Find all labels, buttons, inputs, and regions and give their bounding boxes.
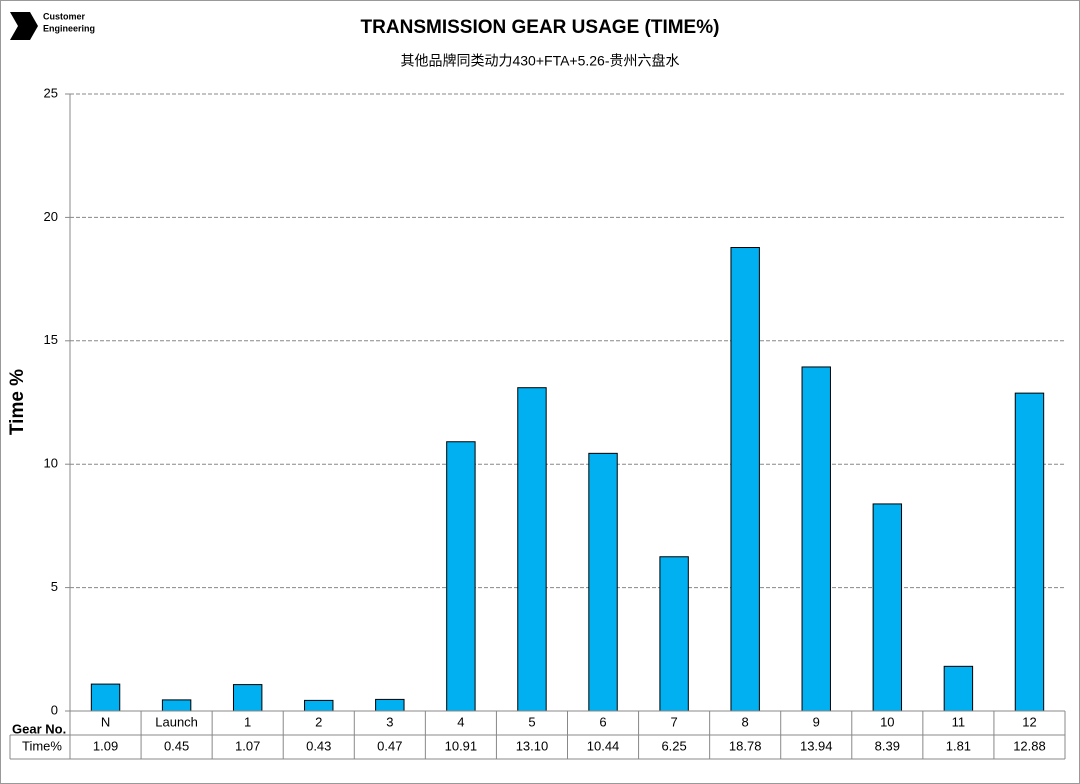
x-tick-label: 12 xyxy=(1022,714,1036,729)
bar xyxy=(446,441,476,712)
value-label: 18.78 xyxy=(729,738,762,753)
bar xyxy=(517,387,547,712)
value-label: 1.09 xyxy=(93,738,118,753)
bar xyxy=(161,699,192,712)
value-label: 6.25 xyxy=(661,738,686,753)
value-label: 13.94 xyxy=(800,738,833,753)
chart-title: TRANSMISSION GEAR USAGE (TIME%) xyxy=(361,17,720,38)
x-tick-label: N xyxy=(101,714,110,729)
x-tick-label: Launch xyxy=(155,714,198,729)
y-axis-label: Time % xyxy=(7,369,28,435)
logo: Customer Engineering xyxy=(10,11,95,40)
bar xyxy=(872,503,903,712)
x-tick-label: 2 xyxy=(315,714,322,729)
bar xyxy=(90,683,121,712)
x-tick-label: 10 xyxy=(880,714,894,729)
y-tick-label: 15 xyxy=(44,332,58,347)
x-tick-label: 9 xyxy=(813,714,820,729)
value-label: 1.07 xyxy=(235,738,260,753)
x-tick-label: 1 xyxy=(244,714,251,729)
y-tick-label: 25 xyxy=(44,85,58,100)
bar xyxy=(801,366,831,712)
x-tick-label: 4 xyxy=(457,714,464,729)
logo-text: Customer xyxy=(43,11,86,21)
value-label: 0.45 xyxy=(164,738,189,753)
logo-mark xyxy=(10,12,38,40)
bar xyxy=(232,684,263,712)
value-label: 1.81 xyxy=(946,738,971,753)
chart-subtitle: 其他品牌同类动力430+FTA+5.26-贵州六盘水 xyxy=(400,53,679,69)
bar xyxy=(730,247,760,712)
x-tick-label: 6 xyxy=(599,714,606,729)
value-label: 10.91 xyxy=(445,738,478,753)
logo-text: Engineering xyxy=(43,23,95,33)
x-tick-label: 11 xyxy=(952,714,966,729)
y-tick-label: 10 xyxy=(44,456,58,471)
y-tick-label: 0 xyxy=(51,702,58,717)
value-label: 10.44 xyxy=(587,738,620,753)
bar xyxy=(943,665,974,712)
table-row-label: Gear No. xyxy=(12,721,66,736)
value-label: 0.43 xyxy=(306,738,331,753)
bar xyxy=(375,698,405,712)
value-label: 13.10 xyxy=(516,738,549,753)
x-tick-label: 3 xyxy=(386,714,393,729)
value-label: 8.39 xyxy=(875,738,900,753)
bar xyxy=(304,699,334,712)
bar xyxy=(659,556,689,712)
y-tick-label: 20 xyxy=(44,209,58,224)
value-label: 12.88 xyxy=(1013,738,1046,753)
x-tick-label: 5 xyxy=(528,714,535,729)
x-tick-label: 7 xyxy=(670,714,677,729)
bar xyxy=(588,452,618,712)
bar xyxy=(1014,392,1045,712)
x-tick-label: 8 xyxy=(742,714,749,729)
value-label: 0.47 xyxy=(377,738,402,753)
y-tick-label: 5 xyxy=(51,579,58,594)
table-row-label: Time% xyxy=(22,738,62,753)
